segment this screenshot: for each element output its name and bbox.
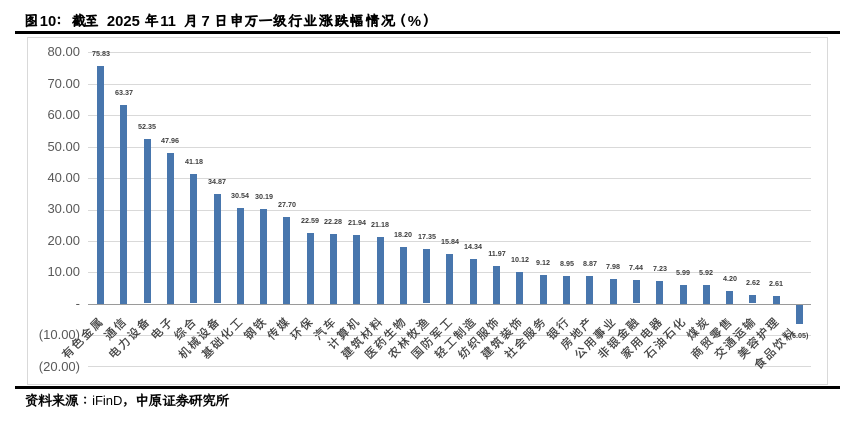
svg-text:11: 11 <box>160 14 176 30</box>
svg-text:%: % <box>408 13 421 30</box>
svg-text:10: 10 <box>40 14 56 30</box>
svg-text:2025: 2025 <box>107 14 140 30</box>
svg-text:7: 7 <box>202 14 210 30</box>
svg-text:iFinD: iFinD <box>92 393 122 408</box>
